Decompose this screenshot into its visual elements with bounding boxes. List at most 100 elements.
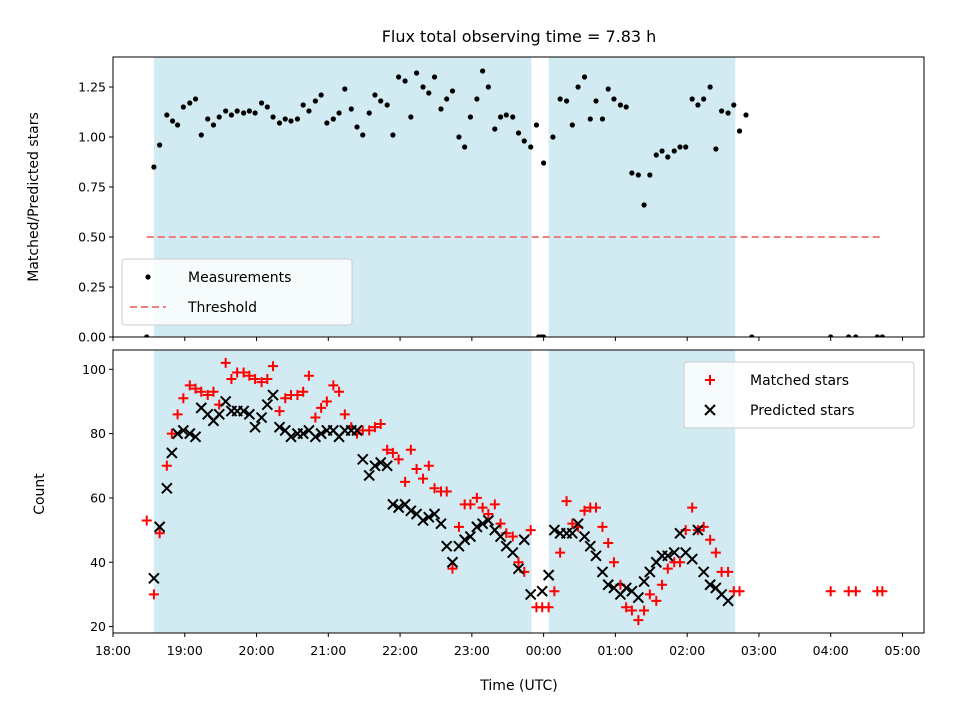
measurement-point — [192, 96, 199, 102]
y-tick-label: 40 — [90, 555, 106, 570]
matched-star-point — [483, 509, 494, 520]
measurement-point — [541, 334, 547, 337]
matched-star-point — [256, 377, 267, 388]
measurement-point — [707, 84, 713, 90]
matched-star-point — [561, 496, 572, 507]
predicted-star-point — [471, 521, 483, 533]
predicted-star-point — [273, 421, 286, 433]
bottom-legend: Matched stars Predicted stars — [683, 361, 915, 429]
measurement-point — [515, 130, 522, 136]
matched-star-point — [196, 386, 207, 397]
measurement-point — [611, 96, 617, 102]
measurement-point — [617, 102, 624, 108]
measurement-point — [749, 334, 755, 337]
matched-star-point — [579, 505, 590, 516]
predicted-star-point — [381, 460, 393, 472]
measurement-point — [623, 104, 629, 110]
matched-star-point — [626, 605, 637, 616]
measurement-point — [731, 102, 737, 108]
predicted-star-point — [219, 395, 232, 408]
measurement-point — [169, 118, 176, 124]
measurement-point — [246, 108, 252, 114]
predicted-star-point — [267, 389, 279, 401]
x-tick-label: 22:00 — [382, 643, 418, 658]
matched-star-point — [148, 589, 159, 600]
matched-star-point — [495, 518, 506, 529]
matched-star-point — [710, 547, 721, 558]
predicted-star-point — [697, 566, 710, 578]
y-tick-label: 0.75 — [78, 180, 106, 195]
matched-star-point — [190, 383, 201, 394]
matched-star-point — [621, 602, 632, 613]
y-tick-label: 100 — [82, 362, 106, 377]
matched-star-point — [525, 525, 536, 536]
matched-star-point — [549, 586, 560, 597]
panel-frame — [112, 349, 925, 634]
matched-star-point — [633, 615, 644, 626]
predicted-star-point — [507, 546, 519, 559]
measurement-point — [270, 114, 276, 120]
predicted-star-point — [285, 431, 297, 443]
matched-star-point — [657, 579, 668, 590]
predicted-star-point — [632, 591, 645, 604]
matched-star-point — [262, 373, 273, 384]
predicted-star-point — [686, 553, 698, 565]
measurement-point — [485, 84, 491, 90]
predicted-star-point — [161, 482, 173, 494]
predicted-star-point — [590, 550, 602, 562]
matched-star-point — [453, 521, 464, 532]
x-tick-label: 19:00 — [167, 643, 203, 658]
predicted-star-point — [387, 498, 399, 511]
predicted-star-point — [668, 546, 680, 559]
y-tick-label: 0.50 — [78, 230, 106, 245]
predicted-star-point — [309, 431, 322, 443]
measurement-point — [408, 114, 414, 120]
legend-predicted-marker — [704, 404, 716, 416]
measurement-point — [492, 126, 498, 132]
predicted-star-point — [315, 427, 327, 440]
predicted-star-point — [602, 579, 614, 591]
predicted-star-point — [392, 501, 405, 514]
matched-star-point — [687, 502, 698, 513]
measurement-point — [557, 96, 563, 102]
measurement-point — [879, 334, 885, 337]
predicted-star-point — [177, 424, 190, 437]
measurement-point — [474, 96, 480, 102]
measurement-point — [629, 170, 635, 176]
measurement-point — [187, 100, 193, 106]
measurement-point — [587, 116, 593, 122]
measurement-point — [528, 144, 534, 150]
measurement-point — [282, 116, 288, 122]
measurement-point — [318, 92, 324, 98]
measurement-point — [276, 120, 283, 126]
x-tick-label: 23:00 — [454, 643, 490, 658]
matched-star-point — [244, 370, 255, 381]
measurement-point — [390, 132, 396, 138]
predicted-star-point — [189, 431, 202, 443]
measurement-point — [736, 128, 743, 134]
matched-star-point — [387, 447, 398, 458]
matched-star-point — [166, 428, 177, 439]
matched-star-point — [393, 454, 404, 465]
matched-star-point — [141, 515, 152, 526]
predicted-star-point — [692, 524, 704, 536]
measurement-point — [258, 100, 265, 106]
predicted-star-point — [584, 540, 596, 552]
matched-star-point — [567, 518, 578, 529]
predicted-star-point — [482, 514, 495, 527]
matched-star-point — [597, 521, 608, 532]
matched-star-point — [513, 557, 524, 568]
measurement-point — [210, 122, 217, 128]
measurement-point — [719, 108, 725, 114]
measurement-point — [541, 160, 547, 166]
matched-star-point — [208, 386, 219, 397]
measurement-point — [223, 108, 229, 114]
predicted-star-point — [243, 408, 256, 421]
measurement-point — [725, 110, 731, 116]
panel-frame — [112, 56, 925, 338]
matched-star-point — [321, 396, 332, 407]
matched-star-point — [292, 390, 303, 401]
predicted-star-point — [572, 517, 584, 530]
measurement-point — [252, 110, 258, 116]
